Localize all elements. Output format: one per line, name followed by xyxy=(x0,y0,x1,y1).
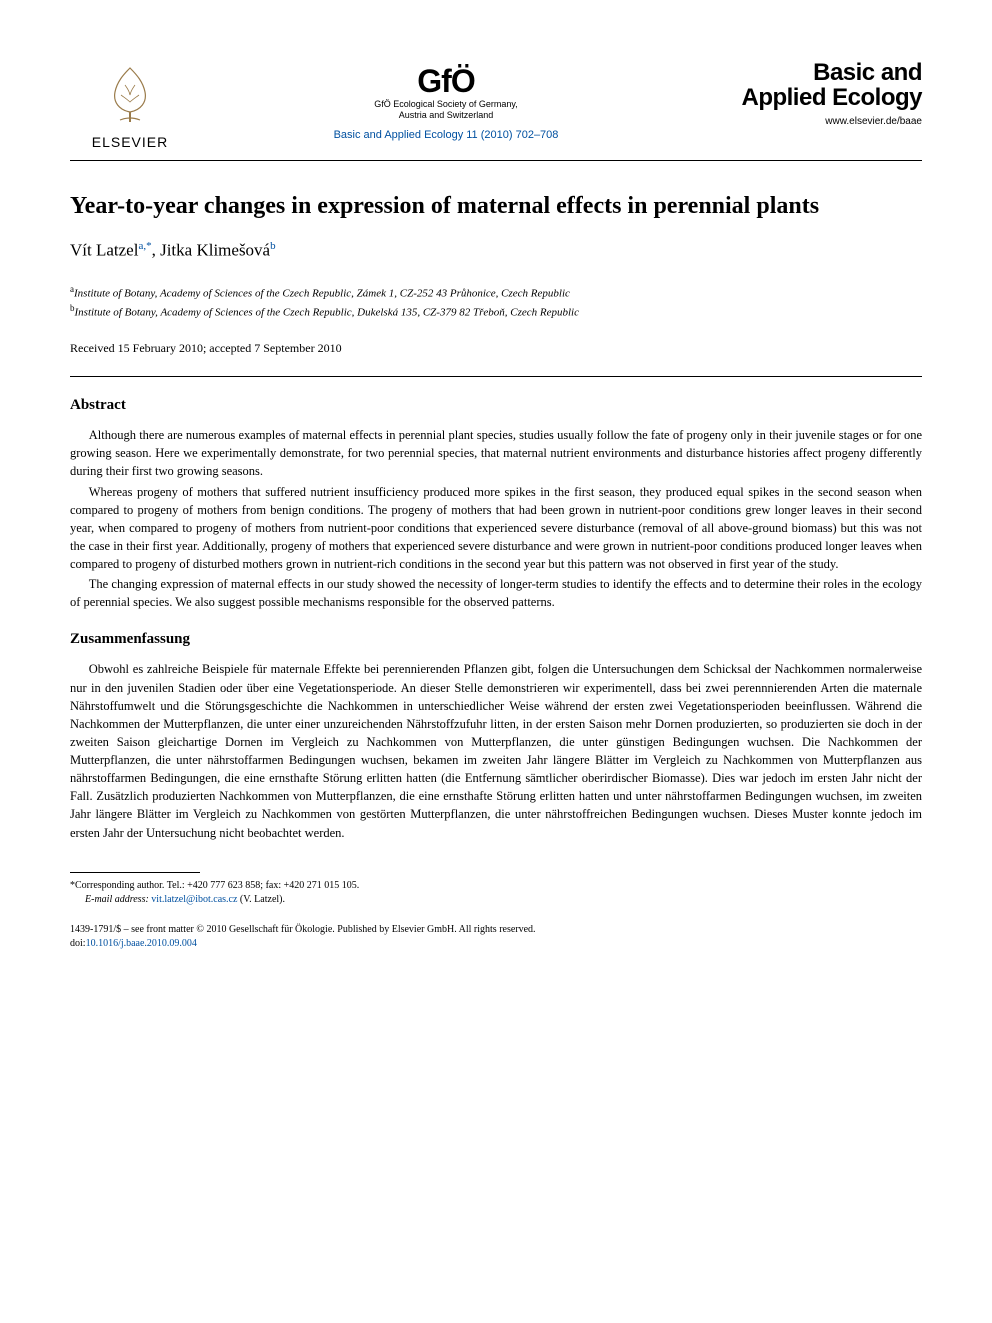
journal-name-line2: Applied Ecology xyxy=(741,84,922,111)
society-block: GfÖ GfÖ Ecological Society of Germany, A… xyxy=(190,60,702,141)
journal-name: Basic and Applied Ecology xyxy=(702,60,922,110)
journal-title-block: Basic and Applied Ecology www.elsevier.d… xyxy=(702,60,922,127)
journal-name-line1: Basic and xyxy=(813,59,922,86)
abstract-para-2: Whereas progeny of mothers that suffered… xyxy=(70,483,922,574)
issn-copyright-line: 1439-1791/$ – see front matter © 2010 Ge… xyxy=(70,923,922,937)
journal-url[interactable]: www.elsevier.de/baae xyxy=(702,116,922,127)
society-subtitle-line1: GfÖ Ecological Society of Germany, xyxy=(374,99,517,109)
affiliation-a-text: Institute of Botany, Academy of Sciences… xyxy=(74,288,570,300)
email-line: E-mail address: vit.latzel@ibot.cas.cz (… xyxy=(85,893,922,907)
email-label: E-mail address: xyxy=(85,894,149,905)
header-divider xyxy=(70,160,922,161)
authors-line: Vít Latzela,*, Jitka Klimešováb xyxy=(70,240,922,261)
abstract-heading: Abstract xyxy=(70,397,922,414)
corresponding-author-footnote: *Corresponding author. Tel.: +420 777 62… xyxy=(70,879,922,907)
doi-prefix: doi: xyxy=(70,938,86,949)
author-separator: , xyxy=(152,241,161,260)
affiliation-b-text: Institute of Botany, Academy of Sciences… xyxy=(75,307,579,319)
corresponding-line: *Corresponding author. Tel.: +420 777 62… xyxy=(70,879,922,893)
doi-line: doi:10.1016/j.baae.2010.09.004 xyxy=(70,937,922,951)
zusammenfassung-para-1: Obwohl es zahlreiche Beispiele für mater… xyxy=(70,660,922,841)
affiliation-b: bInstitute of Botany, Academy of Science… xyxy=(70,302,922,321)
zusammenfassung-heading: Zusammenfassung xyxy=(70,631,922,648)
abstract-para-1: Although there are numerous examples of … xyxy=(70,426,922,480)
citation-line: Basic and Applied Ecology 11 (2010) 702–… xyxy=(334,129,559,141)
email-suffix: (V. Latzel). xyxy=(240,894,285,905)
author-2-sup: b xyxy=(270,240,276,252)
society-subtitle-line2: Austria and Switzerland xyxy=(399,110,494,120)
corresponding-text: Corresponding author. Tel.: +420 777 623… xyxy=(75,880,359,891)
doi-link[interactable]: 10.1016/j.baae.2010.09.004 xyxy=(86,938,197,949)
affiliations: aInstitute of Botany, Academy of Science… xyxy=(70,283,922,321)
abstract-para-3: The changing expression of maternal effe… xyxy=(70,575,922,611)
author-2-name: Jitka Klimešová xyxy=(160,241,270,260)
article-dates: Received 15 February 2010; accepted 7 Se… xyxy=(70,341,922,356)
article-title: Year-to-year changes in expression of ma… xyxy=(70,191,922,222)
author-1-name: Vít Latzel xyxy=(70,241,138,260)
dates-divider xyxy=(70,376,922,377)
publisher-block: ELSEVIER xyxy=(70,60,190,150)
society-subtitle: GfÖ Ecological Society of Germany, Austr… xyxy=(374,99,517,121)
copyright-block: 1439-1791/$ – see front matter © 2010 Ge… xyxy=(70,923,922,951)
elsevier-logo-icon xyxy=(95,60,165,130)
affiliation-a: aInstitute of Botany, Academy of Science… xyxy=(70,283,922,302)
author-1-sup: a,* xyxy=(138,240,151,252)
journal-header: ELSEVIER GfÖ GfÖ Ecological Society of G… xyxy=(70,60,922,150)
email-address[interactable]: vit.latzel@ibot.cas.cz xyxy=(151,894,237,905)
publisher-name: ELSEVIER xyxy=(92,134,168,150)
footnote-divider xyxy=(70,872,200,873)
society-logo-text: GfÖ xyxy=(417,65,474,97)
